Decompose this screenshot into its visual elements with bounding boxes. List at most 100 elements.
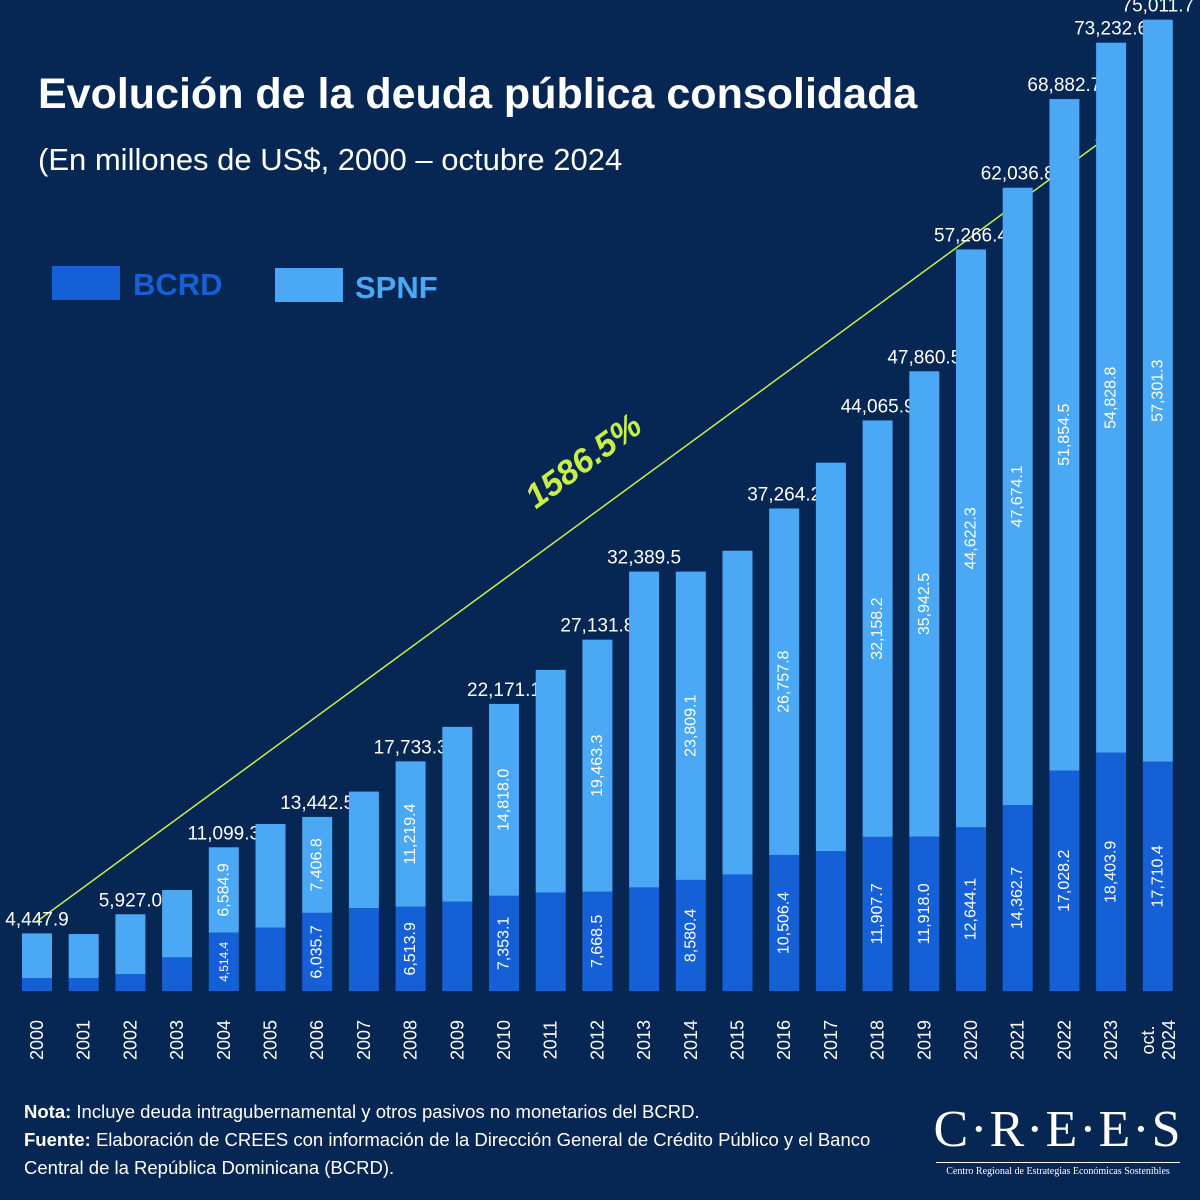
spnf-value-label: 23,809.1 bbox=[682, 695, 699, 757]
spnf-value-label: 6,584.9 bbox=[215, 863, 232, 916]
x-tick-label: 2002 bbox=[120, 1020, 140, 1060]
bar-spnf bbox=[489, 703, 519, 896]
x-tick-label: 2020 bbox=[961, 1020, 981, 1060]
total-value-label: 37,264.2 bbox=[747, 484, 821, 505]
source-text: Elaboración de CREES con información de … bbox=[24, 1129, 871, 1178]
bcrd-value-label: 18,403.9 bbox=[1103, 841, 1120, 903]
legend-label-spnf: SPNF bbox=[355, 270, 438, 305]
spnf-value-label: 51,854.5 bbox=[1056, 404, 1073, 466]
x-tick-label: 2013 bbox=[634, 1020, 654, 1060]
x-tick-label: 2023 bbox=[1101, 1020, 1121, 1060]
bar-spnf bbox=[115, 914, 146, 975]
chart-title: Evolución de la deuda pública consolidad… bbox=[38, 70, 918, 118]
bar-bcrd bbox=[535, 892, 566, 991]
total-value-label: 17,733.3 bbox=[374, 737, 448, 758]
bar-bcrd bbox=[722, 874, 753, 991]
bar-spnf bbox=[722, 550, 753, 875]
total-value-label: 13,442.5 bbox=[280, 793, 354, 814]
note-line: Nota: Incluye deuda intragubernamental y… bbox=[24, 1098, 924, 1126]
bcrd-value-label: 6,035.7 bbox=[309, 925, 326, 978]
x-tick-label: 2014 bbox=[681, 1020, 701, 1060]
total-value-label: 75,011.7 bbox=[1122, 0, 1195, 17]
bar-spnf bbox=[302, 816, 333, 913]
bar-spnf bbox=[1096, 42, 1127, 753]
x-tick-label: 2005 bbox=[261, 1020, 281, 1060]
bcrd-value-label: 11,918.0 bbox=[916, 883, 933, 944]
spnf-value-label: 57,301.3 bbox=[1149, 359, 1166, 421]
bar-spnf bbox=[162, 890, 193, 958]
note-text: Incluye deuda intragubernamental y otros… bbox=[71, 1101, 700, 1122]
x-tick-label: 2000 bbox=[27, 1020, 47, 1060]
source-label: Fuente: bbox=[24, 1129, 91, 1150]
bar-spnf bbox=[22, 933, 52, 979]
spnf-value-label: 7,406.8 bbox=[309, 838, 326, 891]
bar-bcrd bbox=[1049, 770, 1080, 991]
x-tick-label: 2015 bbox=[728, 1020, 748, 1060]
spnf-value-label: 54,828.8 bbox=[1103, 366, 1120, 428]
bar-bcrd bbox=[489, 895, 519, 991]
bar-bcrd bbox=[162, 957, 193, 991]
spnf-value-label: 14,818.0 bbox=[496, 769, 513, 831]
x-tick-label: 2019 bbox=[914, 1020, 934, 1060]
spnf-value-label: 35,942.5 bbox=[916, 573, 933, 635]
bcrd-value-label: 17,028.2 bbox=[1056, 850, 1073, 912]
bcrd-value-label: 7,668.5 bbox=[589, 915, 606, 968]
x-tick-label: 2016 bbox=[774, 1020, 794, 1060]
total-value-label: 62,036.8 bbox=[981, 164, 1055, 185]
x-tick-label: 2010 bbox=[494, 1020, 514, 1060]
x-tick-label: 2011 bbox=[541, 1021, 561, 1060]
bar-spnf bbox=[956, 249, 986, 828]
bar-spnf bbox=[395, 761, 426, 907]
chart-subtitle: (En millones de US$, 2000 – octubre 2024 bbox=[38, 142, 623, 177]
bar-bcrd bbox=[302, 912, 333, 991]
x-tick-label: 2017 bbox=[821, 1020, 841, 1060]
bcrd-value-label: 8,580.4 bbox=[682, 909, 699, 962]
note-label: Nota: bbox=[24, 1101, 72, 1122]
total-value-label: 47,860.5 bbox=[887, 347, 961, 368]
footnotes: Nota: Incluye deuda intragubernamental y… bbox=[24, 1098, 924, 1182]
x-tick-label: 2012 bbox=[587, 1020, 607, 1060]
bcrd-value-label: 4,514.4 bbox=[217, 941, 231, 981]
x-tick-label: 2024 bbox=[1159, 1020, 1179, 1060]
x-tick-label: 2022 bbox=[1054, 1020, 1074, 1060]
bar-spnf bbox=[675, 571, 706, 880]
total-value-label: 57,266.4 bbox=[934, 225, 1008, 246]
bar-spnf bbox=[348, 791, 379, 909]
bar-bcrd bbox=[1096, 752, 1127, 991]
bar-spnf bbox=[862, 420, 893, 837]
x-tick-label: 2007 bbox=[354, 1020, 374, 1060]
x-tick-label: 2018 bbox=[868, 1020, 888, 1060]
total-value-label: 5,927.0 bbox=[99, 890, 162, 911]
bar-spnf bbox=[255, 823, 286, 928]
bar-bcrd bbox=[1142, 761, 1173, 991]
bar-bcrd bbox=[68, 978, 99, 991]
spnf-value-label: 44,622.3 bbox=[963, 507, 980, 569]
bar-bcrd bbox=[442, 901, 473, 991]
spnf-value-label: 19,463.3 bbox=[589, 734, 606, 796]
spnf-value-label: 32,158.2 bbox=[869, 597, 886, 659]
bar-bcrd bbox=[769, 854, 800, 991]
source-line: Fuente: Elaboración de CREES con informa… bbox=[24, 1126, 924, 1182]
logo-tagline: Centro Regional de Estrategias Económica… bbox=[946, 1166, 1170, 1177]
bcrd-value-label: 14,362.7 bbox=[1009, 867, 1026, 929]
bar-spnf bbox=[208, 847, 239, 933]
bar-spnf bbox=[442, 726, 473, 902]
total-value-label: 11,099.3 bbox=[188, 823, 261, 844]
spnf-value-label: 11,219.4 bbox=[402, 803, 419, 864]
x-tick-label: 2001 bbox=[74, 1020, 94, 1060]
bar-spnf bbox=[1049, 99, 1080, 771]
total-value-label: 27,131.8 bbox=[560, 616, 634, 637]
bar-spnf bbox=[909, 371, 940, 837]
bar-bcrd bbox=[255, 927, 286, 991]
logo-wordmark: C·R·E·E·S bbox=[933, 1101, 1183, 1158]
bar-spnf bbox=[68, 934, 99, 979]
bar-bcrd bbox=[208, 932, 239, 991]
bar-bcrd bbox=[582, 891, 613, 991]
bar-bcrd bbox=[348, 908, 379, 991]
x-tick-label: 2004 bbox=[214, 1020, 234, 1060]
growth-percentage-label: 1586.5% bbox=[518, 406, 649, 516]
logo-divider bbox=[936, 1162, 1180, 1163]
x-tick-label: 2008 bbox=[401, 1020, 421, 1060]
legend-label-bcrd: BCRD bbox=[133, 267, 223, 302]
total-value-label: 68,882.7 bbox=[1027, 75, 1101, 96]
